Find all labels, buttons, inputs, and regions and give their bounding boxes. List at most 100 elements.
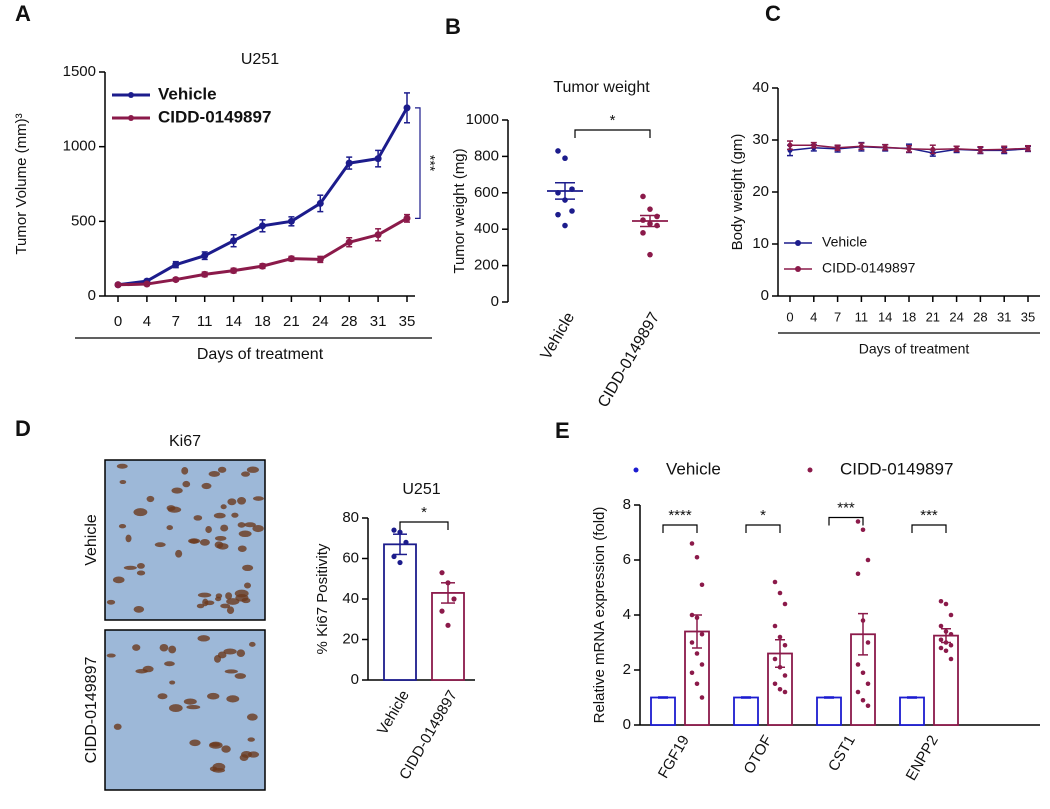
y-tick-label: 800: [474, 147, 499, 164]
nucleus: [199, 539, 210, 546]
legend-label: Vehicle: [158, 84, 217, 103]
data-point: [948, 612, 954, 618]
nucleus: [234, 589, 249, 598]
bar: [733, 696, 759, 726]
nucleus: [183, 698, 197, 705]
data-point: [860, 527, 866, 533]
panel-label: E: [555, 418, 570, 443]
bar: [383, 543, 417, 681]
nucleus: [116, 463, 128, 469]
data-point: [287, 255, 295, 263]
nucleus: [181, 467, 189, 475]
bar: [650, 696, 676, 726]
x-tick-label: 11: [197, 313, 213, 330]
nucleus: [196, 603, 205, 609]
data-point: [445, 580, 451, 586]
y-axis-label: Body weight (gm): [729, 134, 746, 251]
x-tick-label: 18: [902, 309, 916, 324]
data-point: [689, 640, 695, 645]
chart-title: U251: [402, 481, 440, 498]
significance-label: ****: [668, 507, 692, 524]
data-point: [782, 601, 788, 607]
nucleus: [220, 603, 231, 609]
y-tick-label: 8: [623, 496, 631, 513]
data-point: [640, 217, 646, 223]
significance-label: ***: [837, 499, 855, 516]
nucleus: [168, 645, 177, 654]
legend-label: CIDD-0149897: [158, 107, 271, 126]
nucleus: [220, 504, 227, 510]
nucleus: [244, 582, 252, 589]
data-point: [287, 217, 295, 225]
data-point: [1025, 145, 1031, 151]
y-tick-label: 10: [752, 235, 769, 252]
x-tick-label: 31: [997, 309, 1011, 324]
x-tick-label: ENPP2: [903, 732, 942, 783]
x-tick-label: 4: [143, 313, 151, 330]
x-tick-label: 24: [312, 313, 329, 330]
nucleus: [226, 598, 240, 605]
nucleus: [236, 649, 246, 657]
y-tick-label: 30: [752, 131, 769, 148]
data-point: [855, 571, 861, 577]
y-tick-label: 20: [752, 183, 769, 200]
nucleus: [238, 530, 252, 538]
nucleus: [142, 665, 154, 673]
nucleus: [197, 592, 212, 598]
tissue-image: [104, 629, 266, 791]
data-point: [694, 554, 700, 560]
data-point: [699, 631, 705, 637]
x-tick-label: FGF19: [655, 732, 693, 781]
data-point: [316, 199, 324, 207]
data-point: [114, 281, 122, 289]
data-point: [699, 582, 705, 588]
panel-label: A: [15, 1, 31, 26]
legend-marker: [807, 467, 813, 473]
y-axis-label: Tumor Volume (mm)³: [13, 113, 30, 254]
data-point: [948, 631, 954, 637]
nucleus: [213, 512, 226, 519]
data-point: [948, 656, 954, 662]
significance-bracket: [662, 524, 698, 533]
y-tick-label: 6: [623, 551, 631, 568]
data-point: [938, 623, 944, 629]
nucleus: [119, 479, 127, 485]
data-point: [391, 553, 397, 560]
data-point: [451, 596, 457, 602]
nucleus: [241, 471, 250, 477]
data-point: [855, 519, 861, 524]
data-point: [201, 252, 209, 260]
nucleus: [226, 606, 235, 615]
x-axis-label: Days of treatment: [859, 341, 970, 357]
bar: [431, 592, 465, 681]
nucleus: [246, 466, 259, 473]
data-point: [397, 529, 403, 535]
x-tick-label: 31: [370, 313, 387, 330]
significance-bracket: [745, 524, 781, 533]
legend-marker: [633, 467, 639, 473]
data-point: [777, 634, 783, 640]
data-point: [782, 642, 788, 648]
nucleus: [226, 695, 240, 703]
data-point: [811, 142, 817, 148]
data-point: [230, 267, 238, 275]
data-point: [689, 541, 695, 546]
data-point: [906, 146, 912, 152]
nucleus: [201, 482, 212, 490]
nucleus: [166, 525, 173, 531]
nucleus: [217, 466, 227, 473]
data-point: [694, 651, 700, 656]
x-tick-label: 11: [855, 309, 869, 324]
data-point: [345, 238, 353, 246]
nucleus: [164, 661, 175, 667]
data-point: [943, 629, 949, 634]
x-tick-label: 14: [878, 309, 892, 324]
nucleus: [154, 542, 166, 548]
y-tick-label: 0: [761, 287, 769, 304]
y-tick-label: 0: [351, 671, 359, 688]
nucleus: [133, 606, 145, 613]
data-point: [259, 222, 266, 230]
data-point: [777, 590, 783, 596]
nucleus: [242, 564, 254, 572]
